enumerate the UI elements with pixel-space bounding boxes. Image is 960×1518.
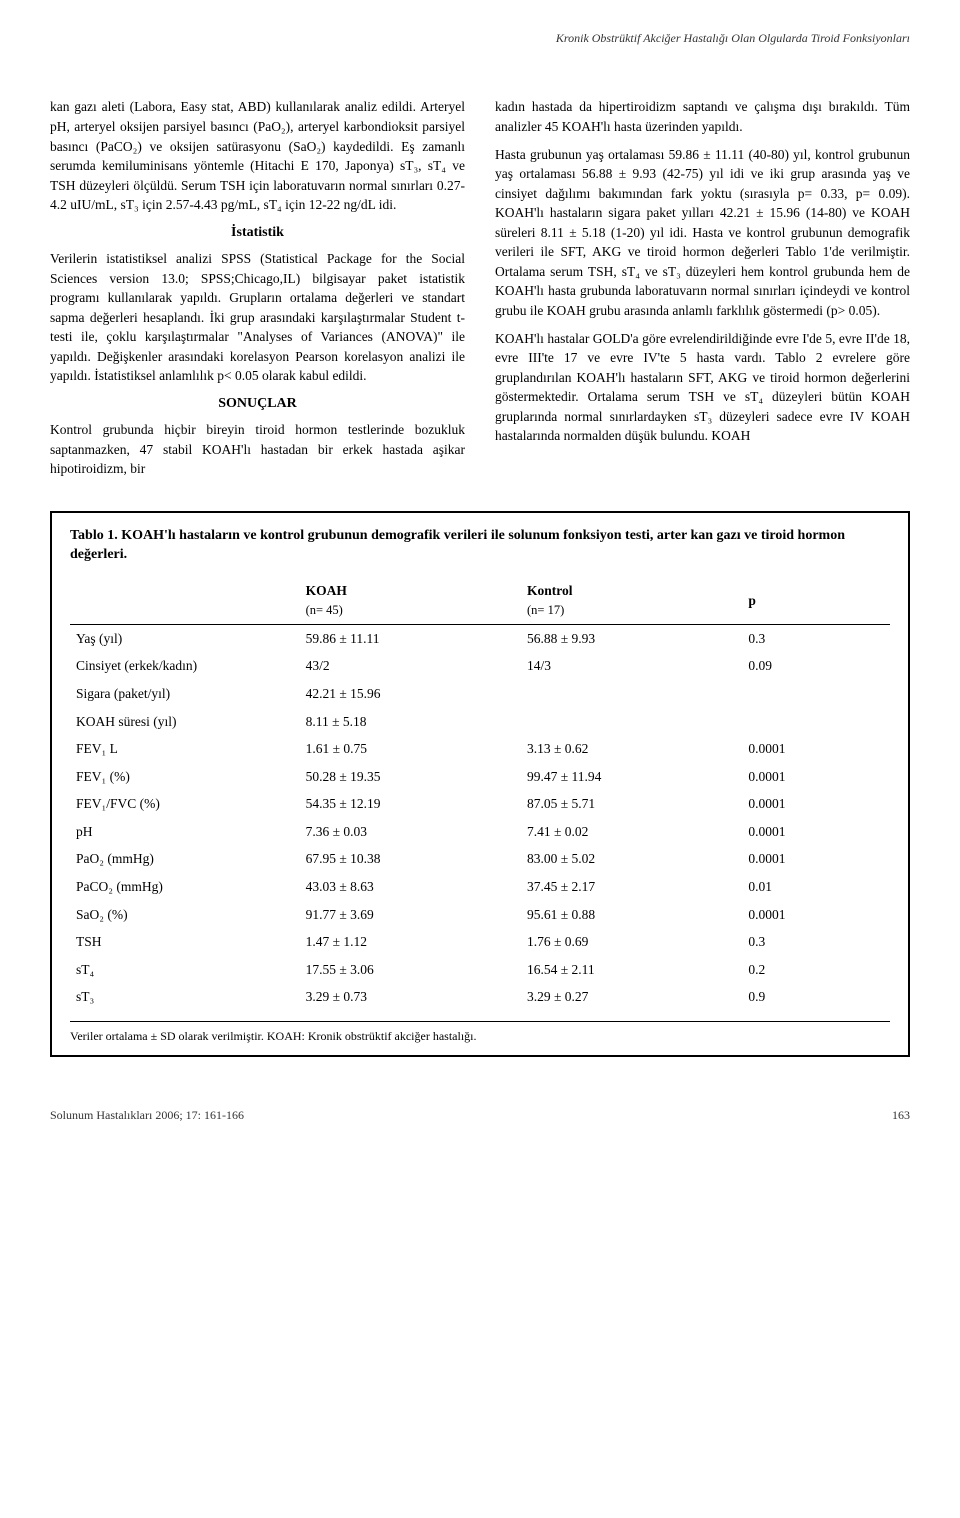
table-row: PaCO₂ (mmHg)43.03 ± 8.6337.45 ± 2.170.01	[70, 873, 890, 901]
table-cell: 95.61 ± 0.88	[521, 901, 742, 929]
table-cell: 7.36 ± 0.03	[300, 818, 521, 846]
table-cell	[521, 708, 742, 736]
right-para-3: KOAH'lı hastalar GOLD'a göre evrelendiri…	[495, 329, 910, 446]
table-cell: 0.2	[742, 956, 890, 984]
table-cell: 3.29 ± 0.73	[300, 983, 521, 1011]
table-cell: 91.77 ± 3.69	[300, 901, 521, 929]
table-cell: 17.55 ± 3.06	[300, 956, 521, 984]
table-cell: pH	[70, 818, 300, 846]
table-cell: 7.41 ± 0.02	[521, 818, 742, 846]
table-cell: 59.86 ± 11.11	[300, 624, 521, 652]
table-cell: Sigara (paket/yıl)	[70, 680, 300, 708]
right-column: kadın hastada da hipertiroidizm saptandı…	[495, 97, 910, 481]
th-kontrol-n: (n= 17)	[527, 603, 564, 617]
footer-right: 163	[892, 1107, 910, 1124]
table-cell: FEV₁ L	[70, 735, 300, 763]
table-cell: SaO₂ (%)	[70, 901, 300, 929]
table-cell: 42.21 ± 15.96	[300, 680, 521, 708]
table-cell: 0.0001	[742, 790, 890, 818]
table-cell: Cinsiyet (erkek/kadın)	[70, 652, 300, 680]
table-row: KOAH süresi (yıl)8.11 ± 5.18	[70, 708, 890, 736]
section-head-istatistik: İstatistik	[50, 223, 465, 243]
table-cell: 83.00 ± 5.02	[521, 845, 742, 873]
table-cell: 0.3	[742, 624, 890, 652]
table-cell: 8.11 ± 5.18	[300, 708, 521, 736]
left-para-3: Kontrol grubunda hiçbir bireyin tiroid h…	[50, 420, 465, 479]
table-row: FEV₁ (%)50.28 ± 19.3599.47 ± 11.940.0001	[70, 763, 890, 791]
page-footer: Solunum Hastalıkları 2006; 17: 161-166 1…	[50, 1107, 910, 1124]
table-cell: Yaş (yıl)	[70, 624, 300, 652]
table-row: TSH1.47 ± 1.121.76 ± 0.690.3	[70, 928, 890, 956]
table-cell: 43/2	[300, 652, 521, 680]
th-kontrol: Kontrol (n= 17)	[521, 577, 742, 625]
table-1: KOAH (n= 45) Kontrol (n= 17) p Yaş (yıl)…	[70, 577, 890, 1011]
table-cell: 0.0001	[742, 845, 890, 873]
left-column: kan gazı aleti (Labora, Easy stat, ABD) …	[50, 97, 465, 481]
table-row: Cinsiyet (erkek/kadın)43/214/30.09	[70, 652, 890, 680]
table-cell: KOAH süresi (yıl)	[70, 708, 300, 736]
running-head: Kronik Obstrüktif Akciğer Hastalığı Olan…	[50, 30, 910, 47]
table-cell: 37.45 ± 2.17	[521, 873, 742, 901]
table-row: SaO₂ (%)91.77 ± 3.6995.61 ± 0.880.0001	[70, 901, 890, 929]
table-cell: sT₃	[70, 983, 300, 1011]
table-row: Yaş (yıl)59.86 ± 11.1156.88 ± 9.930.3	[70, 624, 890, 652]
table-cell: 67.95 ± 10.38	[300, 845, 521, 873]
table-row: sT₄17.55 ± 3.0616.54 ± 2.110.2	[70, 956, 890, 984]
th-p: p	[742, 577, 890, 625]
body-columns: kan gazı aleti (Labora, Easy stat, ABD) …	[50, 97, 910, 481]
table-cell: TSH	[70, 928, 300, 956]
table-cell: PaCO₂ (mmHg)	[70, 873, 300, 901]
table-cell: 0.0001	[742, 735, 890, 763]
th-koah-n: (n= 45)	[306, 603, 343, 617]
table-cell: 0.0001	[742, 818, 890, 846]
table-cell: FEV₁ (%)	[70, 763, 300, 791]
table-cell: 1.61 ± 0.75	[300, 735, 521, 763]
table-cell: 87.05 ± 5.71	[521, 790, 742, 818]
table-cell: 0.0001	[742, 901, 890, 929]
th-param	[70, 577, 300, 625]
table-row: Sigara (paket/yıl)42.21 ± 15.96	[70, 680, 890, 708]
table-cell	[521, 680, 742, 708]
table-1-body: Yaş (yıl)59.86 ± 11.1156.88 ± 9.930.3Cin…	[70, 624, 890, 1010]
right-para-2: Hasta grubunun yaş ortalaması 59.86 ± 11…	[495, 145, 910, 321]
left-para-1: kan gazı aleti (Labora, Easy stat, ABD) …	[50, 97, 465, 214]
table-row: pH7.36 ± 0.037.41 ± 0.020.0001	[70, 818, 890, 846]
table-row: FEV₁ L1.61 ± 0.753.13 ± 0.620.0001	[70, 735, 890, 763]
table-1-title: Tablo 1. KOAH'lı hastaların ve kontrol g…	[70, 527, 890, 565]
table-cell: 0.01	[742, 873, 890, 901]
table-cell: 43.03 ± 8.63	[300, 873, 521, 901]
table-cell: PaO₂ (mmHg)	[70, 845, 300, 873]
left-para-2: Verilerin istatistiksel analizi SPSS (St…	[50, 249, 465, 386]
section-head-sonuclar: SONUÇLAR	[50, 394, 465, 414]
footer-left: Solunum Hastalıkları 2006; 17: 161-166	[50, 1107, 244, 1124]
table-cell: 56.88 ± 9.93	[521, 624, 742, 652]
table-row: sT₃3.29 ± 0.733.29 ± 0.270.9	[70, 983, 890, 1011]
table-cell	[742, 708, 890, 736]
th-koah-label: KOAH	[306, 583, 347, 598]
th-koah: KOAH (n= 45)	[300, 577, 521, 625]
table-row: PaO₂ (mmHg)67.95 ± 10.3883.00 ± 5.020.00…	[70, 845, 890, 873]
table-cell: 0.3	[742, 928, 890, 956]
table-cell: FEV₁/FVC (%)	[70, 790, 300, 818]
th-kontrol-label: Kontrol	[527, 583, 573, 598]
table-cell: 0.0001	[742, 763, 890, 791]
table-cell: 16.54 ± 2.11	[521, 956, 742, 984]
table-cell: 3.29 ± 0.27	[521, 983, 742, 1011]
table-1-box: Tablo 1. KOAH'lı hastaların ve kontrol g…	[50, 511, 910, 1057]
table-cell: 14/3	[521, 652, 742, 680]
table-cell: 1.47 ± 1.12	[300, 928, 521, 956]
table-cell: 1.76 ± 0.69	[521, 928, 742, 956]
table-cell: 99.47 ± 11.94	[521, 763, 742, 791]
right-para-1: kadın hastada da hipertiroidizm saptandı…	[495, 97, 910, 136]
table-cell: 0.09	[742, 652, 890, 680]
table-row: FEV₁/FVC (%)54.35 ± 12.1987.05 ± 5.710.0…	[70, 790, 890, 818]
table-cell: 54.35 ± 12.19	[300, 790, 521, 818]
table-cell: sT₄	[70, 956, 300, 984]
table-cell: 50.28 ± 19.35	[300, 763, 521, 791]
table-1-footnote: Veriler ortalama ± SD olarak verilmiştir…	[70, 1021, 890, 1045]
table-cell: 0.9	[742, 983, 890, 1011]
table-cell: 3.13 ± 0.62	[521, 735, 742, 763]
table-cell	[742, 680, 890, 708]
